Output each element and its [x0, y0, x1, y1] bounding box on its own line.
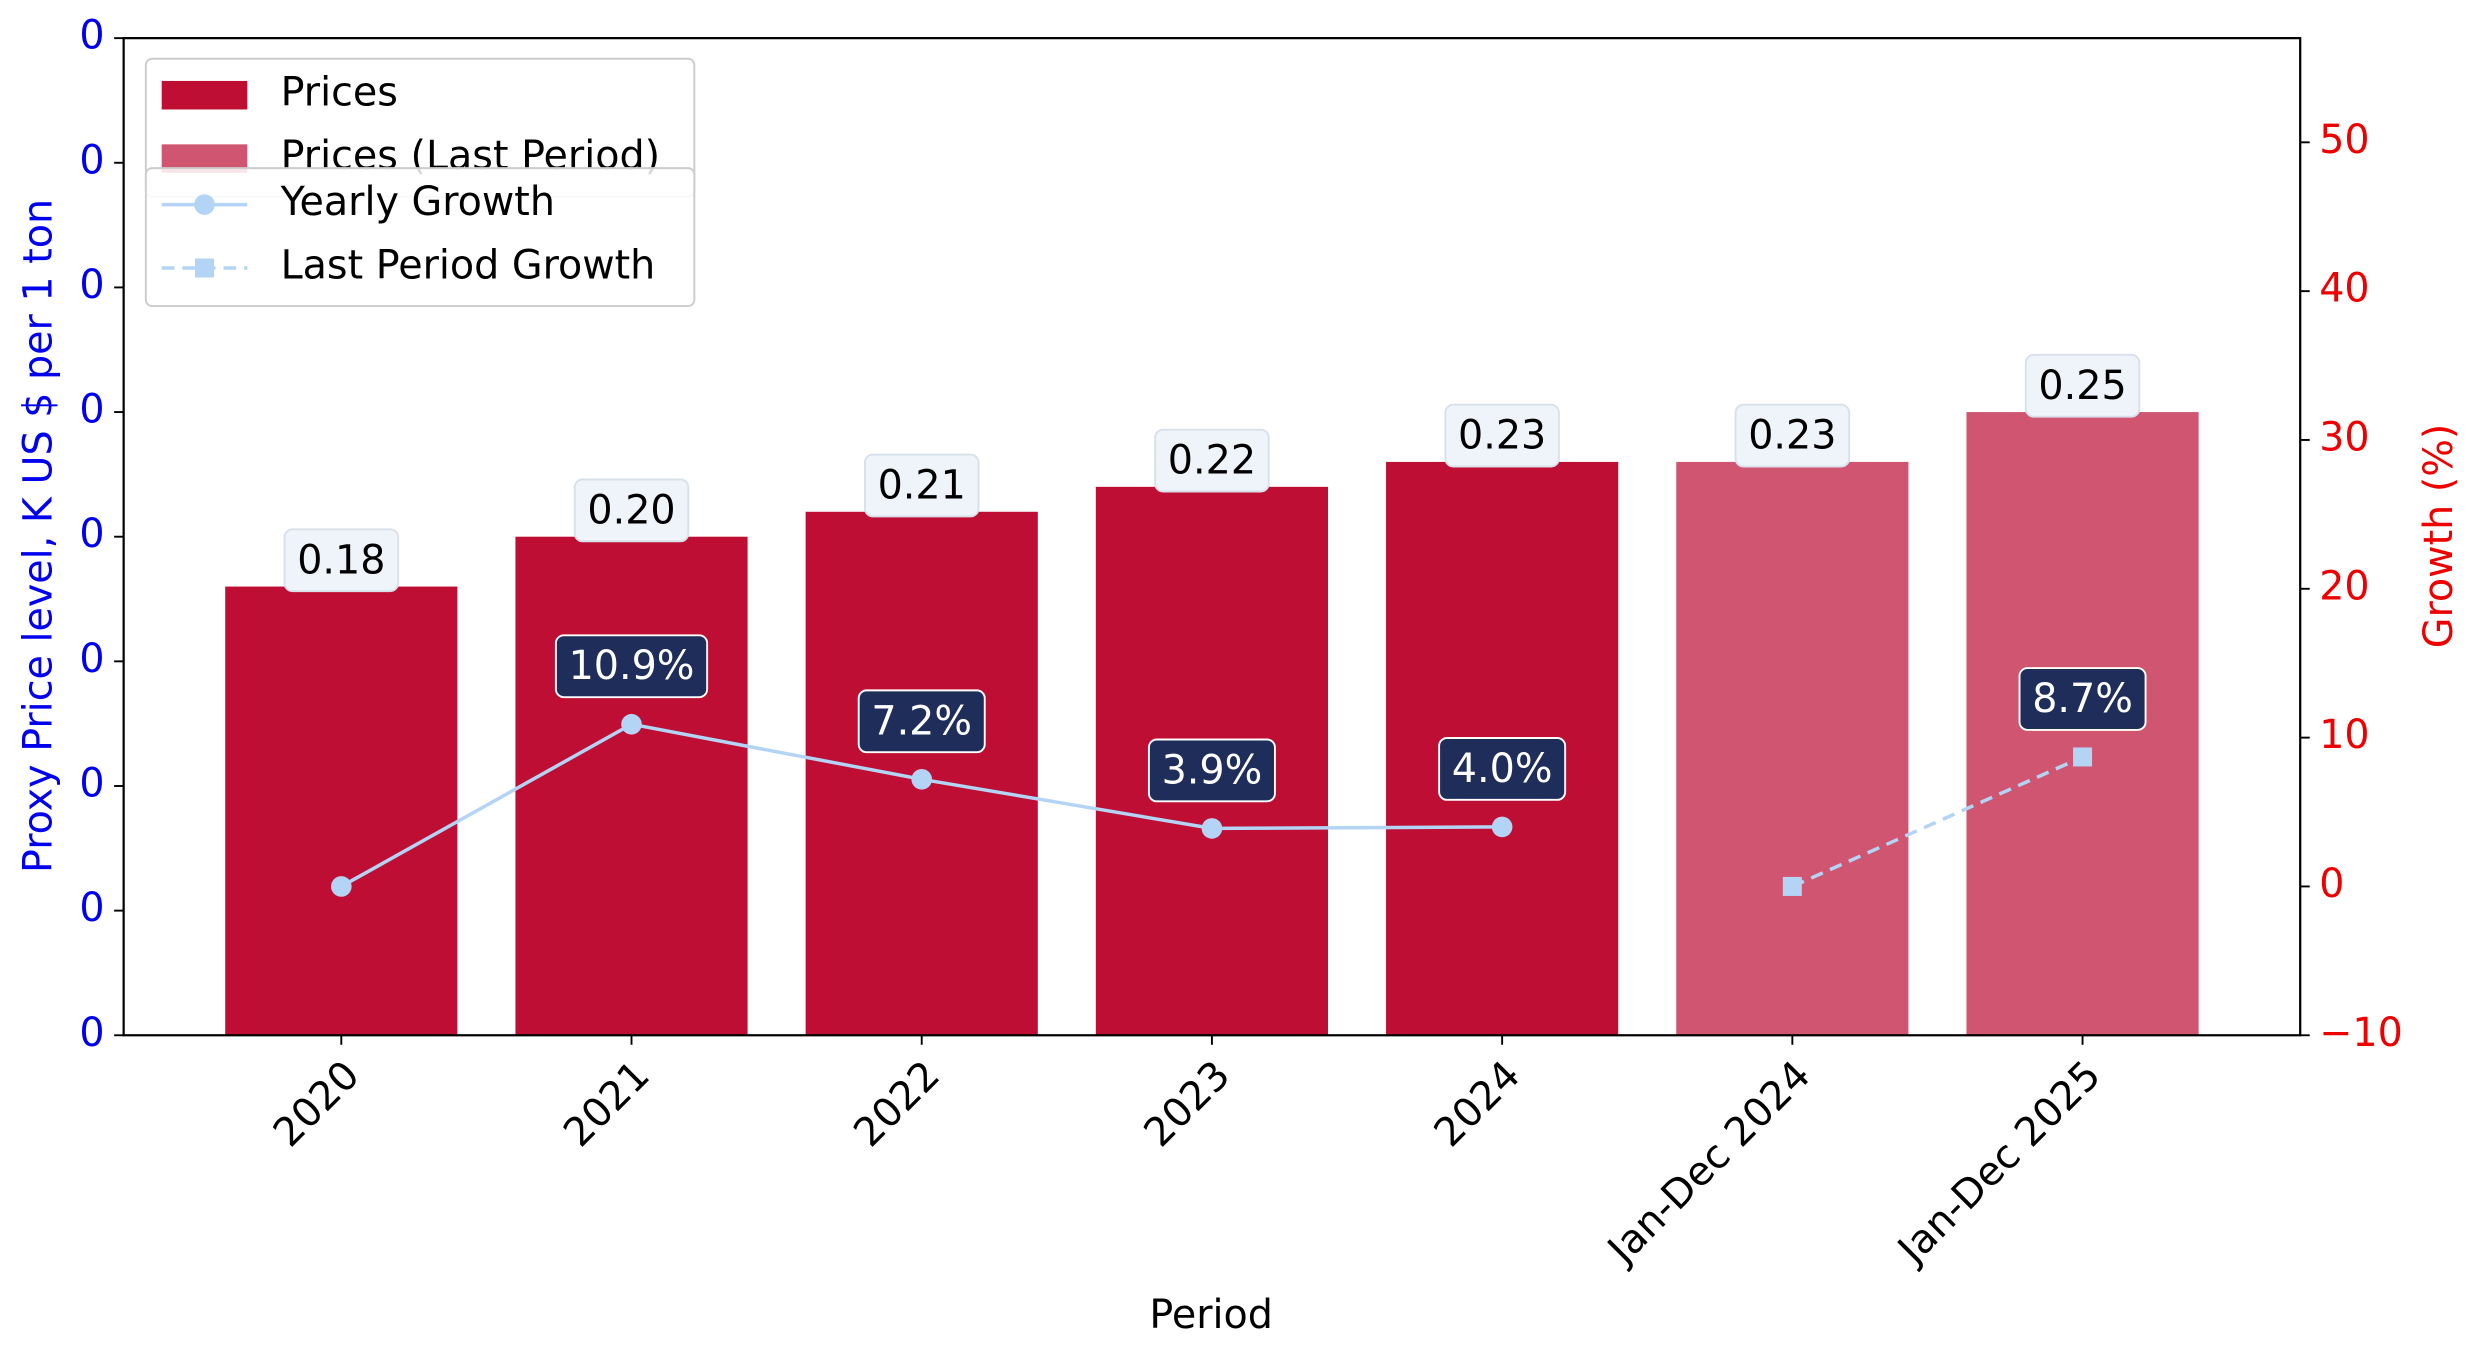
y2-tick-label: 40 — [2319, 266, 2369, 312]
data-label: 0.21 — [878, 462, 966, 508]
y2-tick-label: 0 — [2319, 861, 2344, 907]
value-label: 0.20 — [573, 478, 690, 543]
y-axis-label: Proxy Price level, K US $ per 1 ton — [16, 199, 62, 873]
y-tick-label: 0 — [79, 636, 104, 682]
data-label: 0.23 — [1748, 413, 1836, 459]
marker — [331, 876, 352, 897]
y-tick-label: 0 — [79, 137, 104, 183]
bar — [1676, 461, 1909, 1036]
x-tick-label: Jan-Dec 2025 — [1887, 1052, 2109, 1274]
label-box — [1444, 403, 1560, 468]
y2-tick-label: 30 — [2319, 414, 2369, 460]
x-tick-label: Jan-Dec 2024 — [1597, 1052, 1819, 1274]
label-box — [283, 528, 400, 593]
data-label: 0.18 — [297, 537, 385, 583]
bar — [515, 536, 748, 1036]
marker — [1491, 816, 1513, 838]
x-axis-label: Period — [1149, 1292, 1273, 1338]
x-tick-label: 2020 — [265, 1052, 369, 1156]
value-label: 0.22 — [1154, 428, 1270, 493]
bar — [225, 586, 458, 1036]
data-label: 8.7% — [2032, 676, 2133, 722]
data-label: 0.25 — [2038, 363, 2126, 409]
data-label: 7.2% — [871, 698, 972, 744]
x-tick-label: 2022 — [845, 1052, 949, 1156]
label-box — [857, 689, 986, 754]
label-box — [573, 478, 690, 543]
legend-label: Yearly Growth — [280, 179, 555, 225]
y2-tick-label: 10 — [2319, 712, 2369, 758]
legend-marker — [194, 194, 215, 215]
label-box — [2018, 667, 2147, 731]
data-label: 0.22 — [1168, 438, 1256, 484]
legend: Yearly Growth Last Period Growth — [144, 167, 696, 308]
plot-frame — [122, 37, 2302, 1037]
y-tick-label: 0 — [79, 1010, 104, 1056]
y-tick-label: 0 — [79, 885, 104, 931]
y-tick-label: 0 — [79, 511, 104, 557]
value-label: 0.23 — [1734, 403, 1851, 468]
y2-tick-label: −10 — [2319, 1010, 2403, 1056]
marker — [621, 713, 642, 735]
value-label: 0.18 — [283, 528, 400, 593]
data-label: 3.9% — [1162, 747, 1263, 793]
y-tick-label: 0 — [79, 760, 104, 806]
marker — [1201, 818, 1223, 839]
label-box — [554, 634, 709, 699]
label-box — [1147, 738, 1276, 803]
data-label: 0.20 — [587, 487, 675, 533]
legend-label: Prices — [281, 70, 398, 116]
marker — [1782, 876, 1802, 896]
label-box — [1154, 428, 1270, 493]
y2-tick-label: 50 — [2319, 117, 2369, 163]
growth-label: 4.0% — [1438, 737, 1567, 801]
legend-marker — [194, 258, 215, 278]
growth-label: 7.2% — [857, 689, 986, 754]
data-label: 0.23 — [1458, 413, 1546, 459]
y-tick-label: 0 — [79, 387, 104, 433]
marker — [911, 768, 933, 790]
growth-label: 8.7% — [2018, 667, 2147, 731]
value-label: 0.25 — [2024, 353, 2141, 418]
x-tick-label: 2021 — [555, 1052, 659, 1156]
x-tick-label: 2024 — [1425, 1052, 1529, 1156]
data-label: 10.9% — [569, 643, 695, 689]
label-box — [863, 453, 980, 518]
label-box — [1438, 737, 1567, 801]
legend-label: Last Period Growth — [281, 243, 656, 289]
y2-axis-label: Growth (%) — [2416, 424, 2462, 649]
x-tick-label: 2023 — [1135, 1052, 1239, 1156]
y2-tick-label: 20 — [2319, 563, 2369, 609]
value-label: 0.21 — [863, 453, 980, 518]
growth-label: 3.9% — [1147, 738, 1276, 803]
data-label: 4.0% — [1452, 746, 1553, 792]
label-box — [2024, 353, 2141, 418]
value-label: 0.23 — [1444, 403, 1560, 468]
marker — [2073, 747, 2093, 767]
y-tick-label: 0 — [79, 13, 104, 59]
legend-swatch — [161, 80, 248, 110]
growth-label: 10.9% — [554, 634, 709, 699]
legend-box — [144, 167, 696, 308]
y-tick-label: 0 — [79, 262, 104, 308]
line — [1791, 755, 2084, 889]
label-box — [1734, 403, 1851, 468]
